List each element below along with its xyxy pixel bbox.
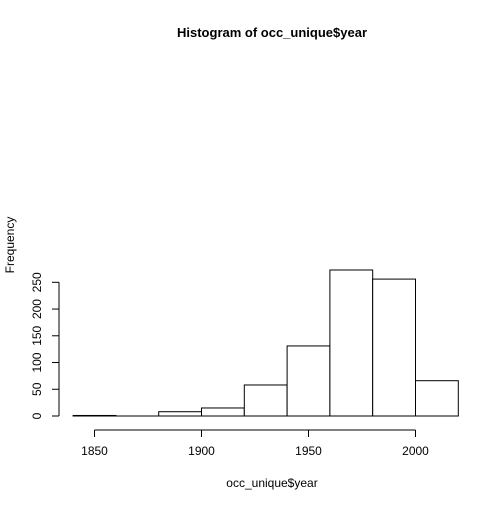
x-tick-label: 1950 bbox=[295, 444, 322, 458]
y-axis: 0 50 100 150 200 250 bbox=[30, 272, 60, 419]
y-tick-label: 150 bbox=[30, 325, 44, 345]
histogram-bar bbox=[243, 384, 288, 417]
histogram-bar bbox=[72, 414, 117, 417]
chart-title: Histogram of occ_unique$year bbox=[177, 25, 367, 40]
histogram-bars bbox=[72, 269, 459, 417]
x-tick-label: 2000 bbox=[402, 444, 429, 458]
histogram-bar bbox=[286, 345, 331, 417]
histogram-bar bbox=[415, 380, 459, 417]
x-tick-label: 1850 bbox=[81, 444, 108, 458]
y-tick-label: 0 bbox=[30, 412, 44, 419]
y-axis-label: Frequency bbox=[3, 217, 17, 274]
y-tick-label: 200 bbox=[30, 299, 44, 319]
y-tick-label: 50 bbox=[30, 382, 44, 396]
histogram-bar bbox=[158, 411, 202, 417]
x-axis-label: occ_unique$year bbox=[226, 476, 317, 490]
y-tick-label: 250 bbox=[30, 272, 44, 292]
x-axis: 1850 1900 1950 2000 bbox=[81, 429, 429, 458]
histogram-bar bbox=[201, 407, 245, 417]
histogram-bar bbox=[372, 278, 417, 417]
histogram-bar bbox=[329, 269, 374, 417]
y-tick-label: 100 bbox=[30, 352, 44, 372]
x-tick-label: 1900 bbox=[188, 444, 215, 458]
